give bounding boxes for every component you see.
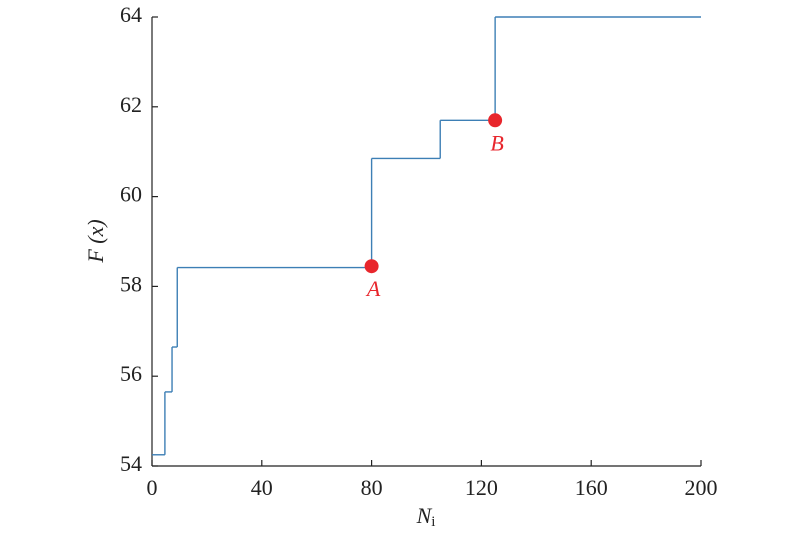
marker <box>488 113 503 128</box>
y-tick-label: 62 <box>120 92 142 117</box>
x-label-sub: i <box>431 514 435 530</box>
y-tick-label: 60 <box>120 182 142 207</box>
x-tick-label: 0 <box>147 475 158 500</box>
x-label-main: N <box>416 503 433 528</box>
y-axis-label: F (x) <box>83 219 108 263</box>
x-axis-label: Ni <box>416 503 436 530</box>
y-tick-label: 56 <box>120 361 142 386</box>
x-tick-label: 40 <box>251 475 273 500</box>
marker-label: A <box>365 276 381 301</box>
x-tick-label: 160 <box>575 475 608 500</box>
x-tick-label: 120 <box>465 475 498 500</box>
x-tick-label: 80 <box>361 475 383 500</box>
y-tick-label: 54 <box>120 451 142 476</box>
y-tick-label: 64 <box>120 2 142 27</box>
y-tick-label: 58 <box>120 271 142 296</box>
x-tick-label: 200 <box>685 475 718 500</box>
marker <box>364 259 379 274</box>
marker-label: B <box>490 130 503 155</box>
